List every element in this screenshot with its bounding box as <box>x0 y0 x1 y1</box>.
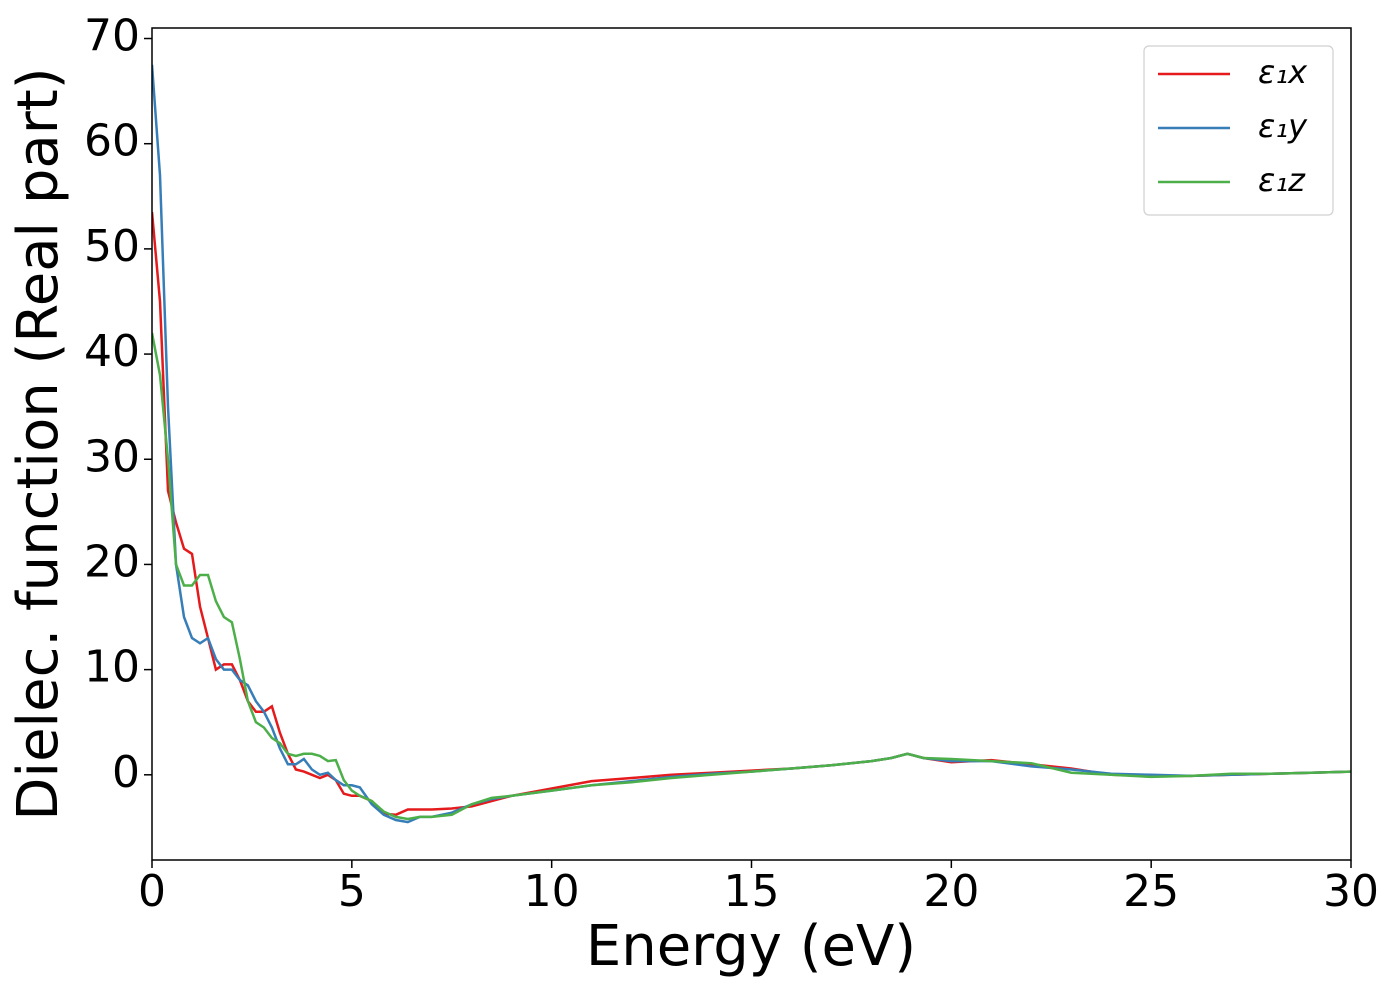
legend-label: ε₁x <box>1258 53 1308 91</box>
data-line <box>152 211 1351 817</box>
x-tick-label: 25 <box>1123 866 1179 917</box>
x-axis-label: Energy (eV) <box>586 914 916 979</box>
data-line <box>152 64 1351 824</box>
y-axis-label: Dielec. function (Real part) <box>6 67 71 820</box>
plot-frame <box>151 27 1352 861</box>
x-tick-label: 20 <box>923 866 979 917</box>
legend-label: ε₁z <box>1258 161 1306 199</box>
y-tick-label: 40 <box>84 326 140 377</box>
legend-box <box>1143 45 1334 216</box>
x-tick-label: 5 <box>338 866 366 917</box>
y-tick-label: 60 <box>84 116 140 167</box>
y-tick-label: 20 <box>84 536 140 587</box>
x-tick-label: 30 <box>1323 866 1379 917</box>
y-tick-label: 0 <box>112 747 140 798</box>
x-tick-label: 10 <box>524 866 580 917</box>
legend-label: ε₁y <box>1258 107 1308 145</box>
data-line <box>152 332 1351 821</box>
x-tick-label: 15 <box>724 866 780 917</box>
y-tick-label: 50 <box>84 221 140 272</box>
x-tick-label: 0 <box>138 866 166 917</box>
y-tick-label: 10 <box>84 642 140 693</box>
y-tick-label: 30 <box>84 431 140 482</box>
y-tick-label: 70 <box>84 11 140 62</box>
